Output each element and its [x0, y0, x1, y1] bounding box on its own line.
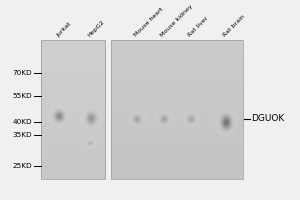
Text: Rat brain: Rat brain — [223, 14, 247, 38]
Text: Rat liver: Rat liver — [187, 16, 209, 38]
Text: Mouse heart: Mouse heart — [133, 6, 164, 38]
Text: 70KD: 70KD — [12, 70, 32, 76]
Bar — [41, 40, 105, 179]
Bar — [111, 40, 243, 179]
Text: 35KD: 35KD — [12, 132, 32, 138]
Text: Mouse kidney: Mouse kidney — [160, 3, 194, 38]
Text: 25KD: 25KD — [12, 163, 32, 169]
Text: Jurkat: Jurkat — [56, 21, 72, 38]
Text: DGUOK: DGUOK — [251, 114, 284, 123]
Text: 55KD: 55KD — [12, 93, 32, 99]
Text: 40KD: 40KD — [12, 119, 32, 125]
Text: HepG2: HepG2 — [87, 19, 106, 38]
